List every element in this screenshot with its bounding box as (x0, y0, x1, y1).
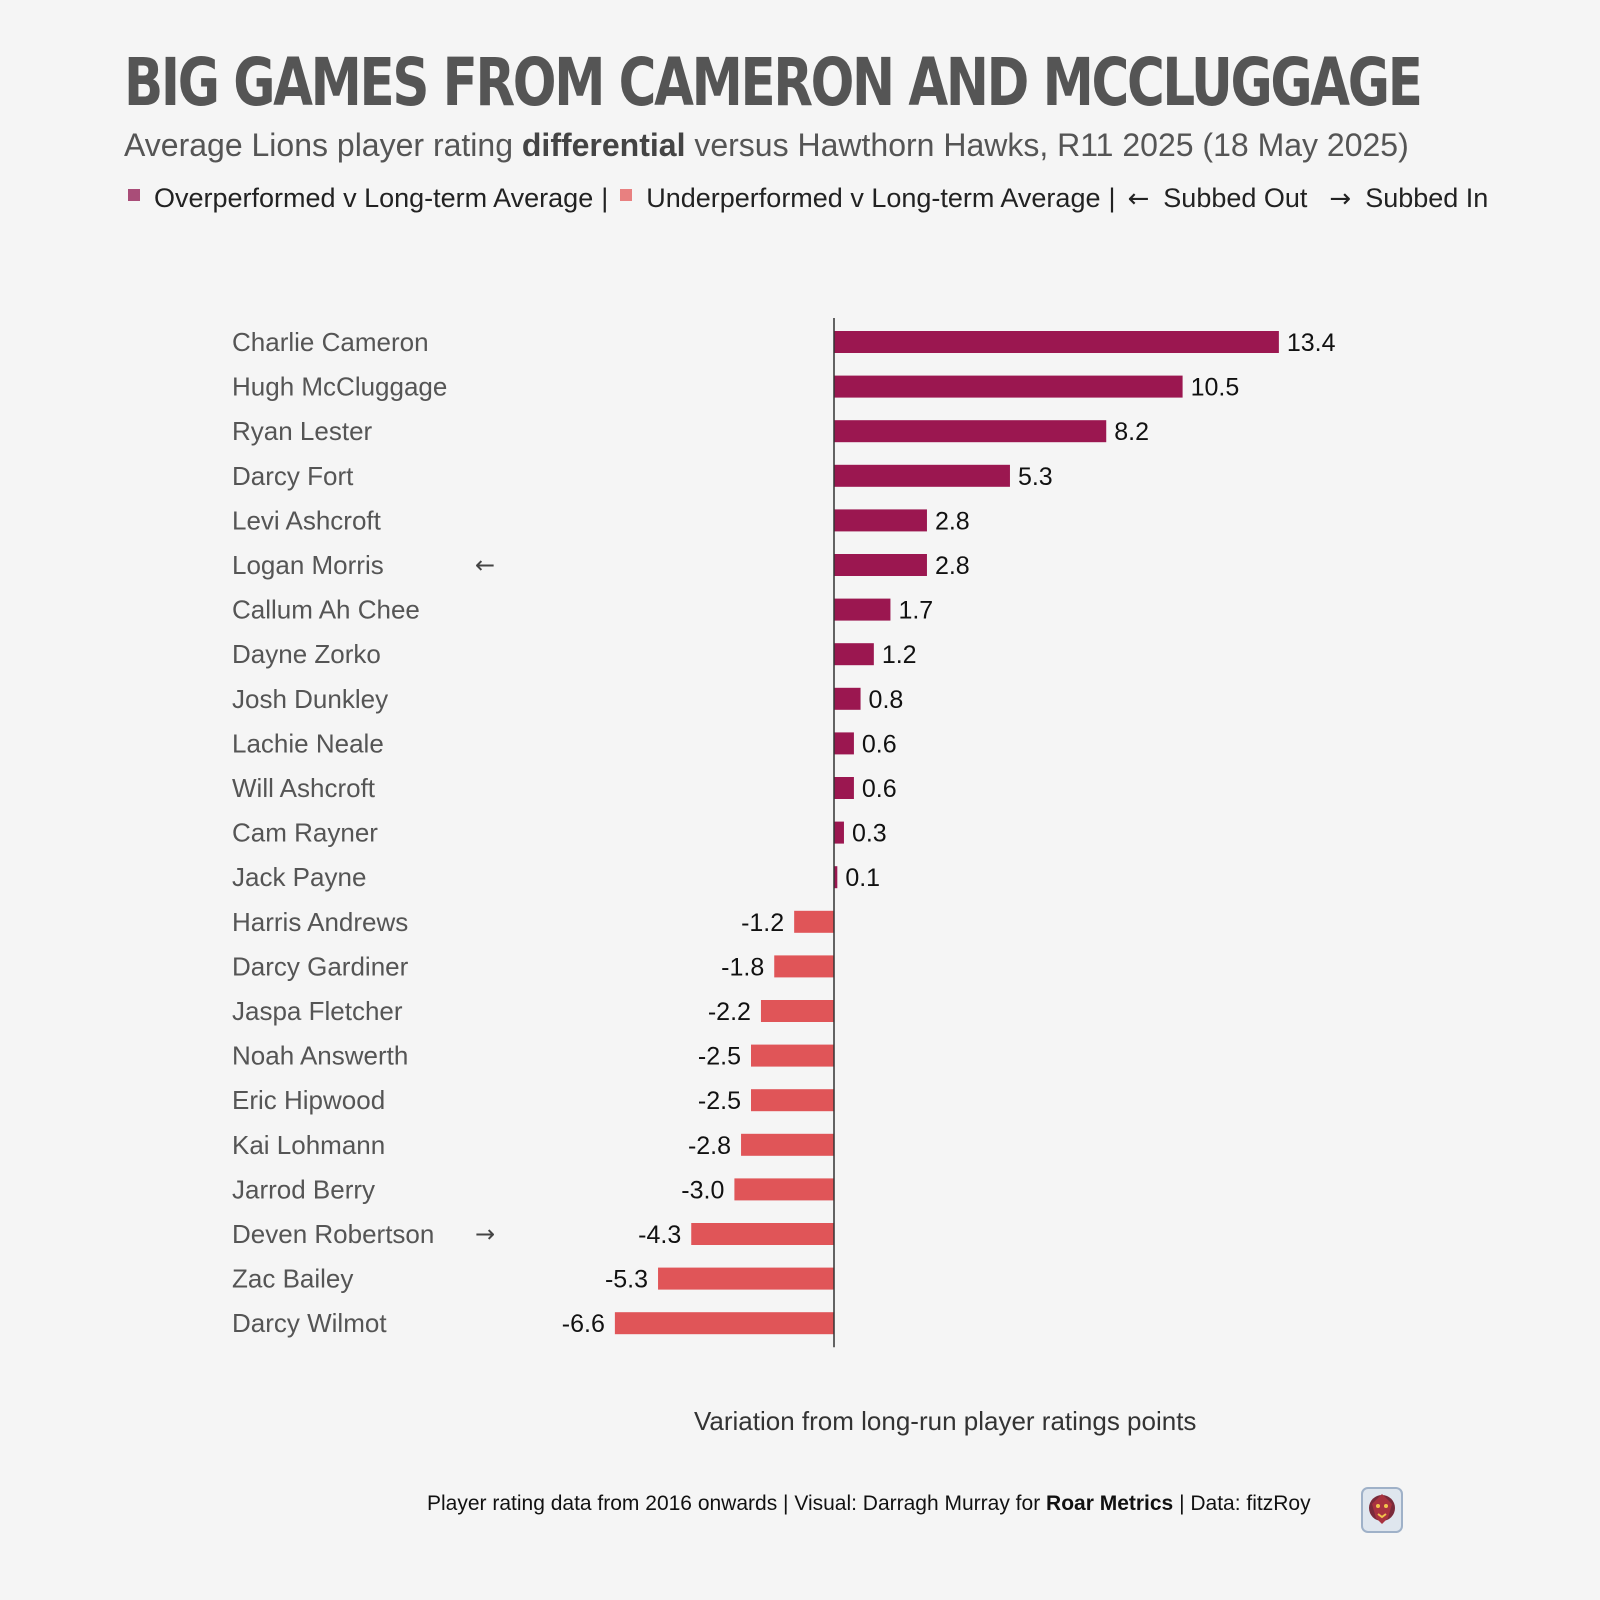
legend-label-under: Underperformed v Long-term Average (646, 183, 1101, 213)
bar (760, 1000, 834, 1022)
legend-swatch-under (620, 188, 633, 201)
footer-credits: Player rating data from 2016 onwards | V… (427, 1492, 1311, 1516)
bar (834, 554, 927, 576)
value-label: -4.3 (638, 1221, 681, 1249)
bar (794, 910, 834, 933)
bar (614, 1312, 834, 1335)
value-label: 0.6 (862, 730, 897, 758)
subbed-out-arrow-icon: ← (1127, 183, 1150, 214)
legend-separator: | (1108, 183, 1116, 213)
category-label: Eric Hipwood (232, 1085, 385, 1115)
subbed-out-arrow-icon: ← (475, 551, 495, 579)
bar (834, 375, 1183, 398)
value-label: 1.2 (882, 641, 917, 669)
value-label: -2.8 (688, 1132, 731, 1160)
subtitle-text-start: Average Lions player rating (124, 127, 522, 163)
value-label: 2.8 (935, 552, 970, 580)
bar (834, 777, 854, 799)
bar (834, 643, 874, 666)
footer-bold-text: Roar Metrics (1046, 1492, 1174, 1515)
value-label: 5.3 (1018, 463, 1053, 491)
value-label: -5.3 (605, 1266, 648, 1294)
category-label: Callum Ah Chee (232, 595, 420, 625)
bar (741, 1133, 834, 1156)
category-label: Darcy Gardiner (232, 951, 409, 981)
subtitle-bold-text: differential (521, 127, 686, 163)
category-label: Darcy Fort (232, 461, 354, 491)
value-label: -1.2 (741, 909, 784, 937)
legend-label-subbed-out: Subbed Out (1163, 183, 1308, 213)
subbed-in-arrow-icon: → (475, 1220, 495, 1248)
category-label: Hugh McCluggage (232, 372, 447, 402)
category-label: Jaspa Fletcher (232, 996, 403, 1026)
category-label: Levi Ashcroft (232, 505, 382, 535)
value-label: 2.8 (935, 507, 970, 535)
legend-separator: | (601, 183, 609, 213)
bar (734, 1178, 834, 1201)
chart-legend: Overperformed v Long-term Average | Unde… (124, 183, 1488, 214)
category-label: Kai Lohmann (232, 1130, 385, 1160)
category-label: Logan Morris (232, 550, 384, 580)
footer-text-start: Player rating data from 2016 onwards | V… (427, 1492, 1047, 1515)
category-label: Cam Rayner (232, 818, 378, 848)
value-label: 0.3 (852, 820, 887, 848)
value-label: 1.7 (898, 597, 933, 625)
category-label: Will Ashcroft (232, 773, 376, 803)
value-label: 0.6 (862, 775, 897, 803)
value-label: -1.8 (721, 953, 764, 981)
value-label: -3.0 (681, 1176, 724, 1204)
value-label: -2.2 (708, 998, 751, 1026)
value-label: -6.6 (562, 1310, 605, 1338)
legend-swatch-over (128, 188, 140, 201)
bar (834, 420, 1107, 443)
bar (751, 1044, 834, 1067)
bar (834, 464, 1010, 487)
footer-text-end: | Data: fitzRoy (1173, 1492, 1311, 1515)
bar-chart: Charlie Cameron 13.4 Hugh McCluggage 10.5 Ry… (232, 318, 1336, 1348)
subtitle-text-end: versus Hawthorn Hawks, R11 2025 (18 May … (685, 127, 1409, 163)
bar (751, 1089, 834, 1112)
category-label: Harris Andrews (232, 907, 408, 937)
chart-subtitle: Average Lions player rating differential… (124, 127, 1409, 164)
category-label: Lachie Neale (232, 728, 384, 758)
category-label: Deven Robertson (232, 1219, 434, 1249)
value-label: 8.2 (1114, 418, 1149, 446)
value-label: 0.1 (845, 864, 880, 892)
category-label: Jack Payne (232, 862, 366, 892)
bar (834, 598, 891, 621)
category-label: Ryan Lester (232, 416, 373, 446)
lion-logo-icon (1361, 1487, 1403, 1533)
bar (658, 1267, 834, 1290)
category-label: Jarrod Berry (232, 1174, 375, 1204)
x-axis-label: Variation from long-run player ratings p… (694, 1406, 1197, 1436)
category-label: Darcy Wilmot (232, 1308, 387, 1338)
category-label: Charlie Cameron (232, 327, 429, 357)
bar (834, 509, 927, 532)
value-label: 0.8 (869, 686, 904, 714)
bar (834, 687, 861, 710)
value-label: -2.5 (698, 1087, 741, 1115)
bar (834, 331, 1279, 353)
legend-label-over: Overperformed v Long-term Average (154, 183, 594, 213)
category-label: Dayne Zorko (232, 639, 381, 669)
bar (834, 732, 854, 755)
category-label: Josh Dunkley (232, 684, 388, 714)
category-label: Noah Answerth (232, 1041, 408, 1071)
legend-label-subbed-in: Subbed In (1365, 183, 1489, 213)
bar (834, 821, 844, 844)
value-label: -2.5 (698, 1043, 741, 1071)
value-label: 10.5 (1191, 374, 1240, 402)
bar (691, 1223, 834, 1245)
bar (834, 866, 838, 889)
subbed-in-arrow-icon: → (1329, 183, 1352, 214)
chart-title: BIG GAMES FROM CAMERON AND MCCLUGGAGE (124, 44, 1423, 121)
category-label: Zac Bailey (232, 1264, 353, 1294)
bar (774, 955, 834, 978)
value-label: 13.4 (1287, 329, 1336, 357)
